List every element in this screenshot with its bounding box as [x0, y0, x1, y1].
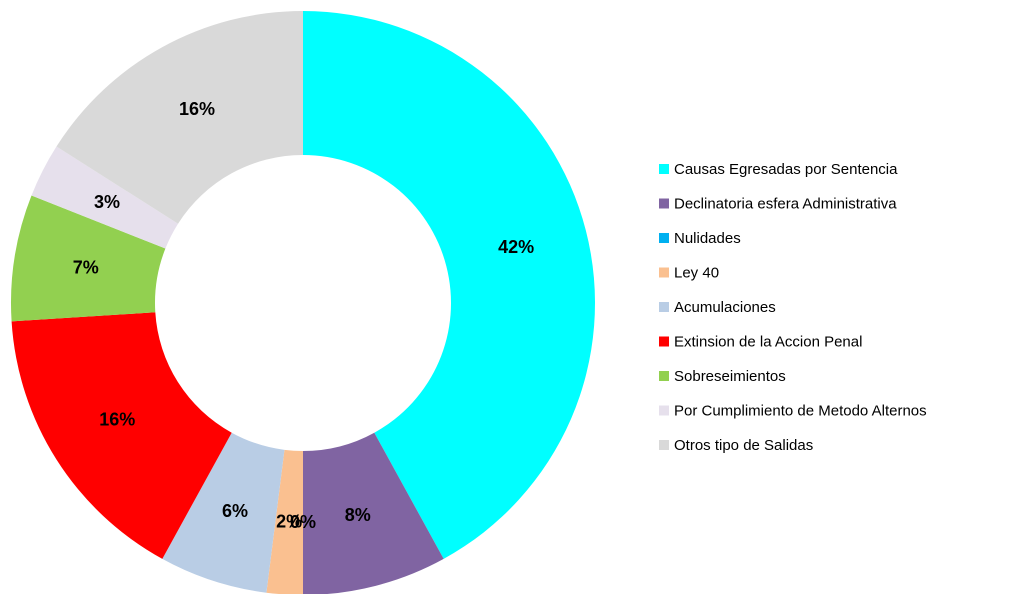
- legend-label: Extinsion de la Accion Penal: [674, 333, 862, 350]
- data-label: 2%: [276, 511, 302, 531]
- slice: [266, 449, 303, 594]
- legend-swatch: [659, 336, 669, 347]
- legend-label: Ley 40: [674, 264, 719, 281]
- legend-label: Declinatoria esfera Administrativa: [674, 195, 897, 212]
- data-label: 16%: [99, 410, 135, 430]
- data-label: 42%: [498, 237, 534, 257]
- legend-label: Causas Egresadas por Sentencia: [674, 161, 898, 178]
- legend-label: Acumulaciones: [674, 299, 776, 316]
- legend-swatch: [659, 233, 669, 243]
- data-label: 16%: [179, 99, 215, 119]
- slice: [303, 432, 444, 594]
- data-label: 3%: [94, 192, 120, 212]
- slice: [56, 11, 304, 224]
- legend-swatch: [659, 198, 669, 209]
- legend-swatch: [659, 302, 669, 312]
- legend-swatch: [659, 164, 669, 174]
- slice: [11, 312, 232, 559]
- legend-swatch: [659, 440, 669, 450]
- legend-label: Nulidades: [674, 230, 741, 247]
- legend-label: Por Cumplimiento de Metodo Alternos: [674, 402, 927, 419]
- data-label: 0%: [290, 512, 316, 532]
- slice: [303, 11, 595, 559]
- slice: [162, 432, 285, 593]
- data-label: 6%: [222, 501, 248, 521]
- legend-label: Otros tipo de Salidas: [674, 437, 813, 454]
- legend-swatch: [659, 371, 669, 381]
- legend-swatch: [659, 267, 669, 278]
- legend-label: Sobreseimientos: [674, 368, 786, 385]
- slice: [31, 146, 179, 249]
- data-label: 8%: [345, 505, 371, 525]
- slice: [11, 195, 166, 322]
- data-label: 7%: [73, 257, 99, 277]
- legend-swatch: [659, 405, 669, 416]
